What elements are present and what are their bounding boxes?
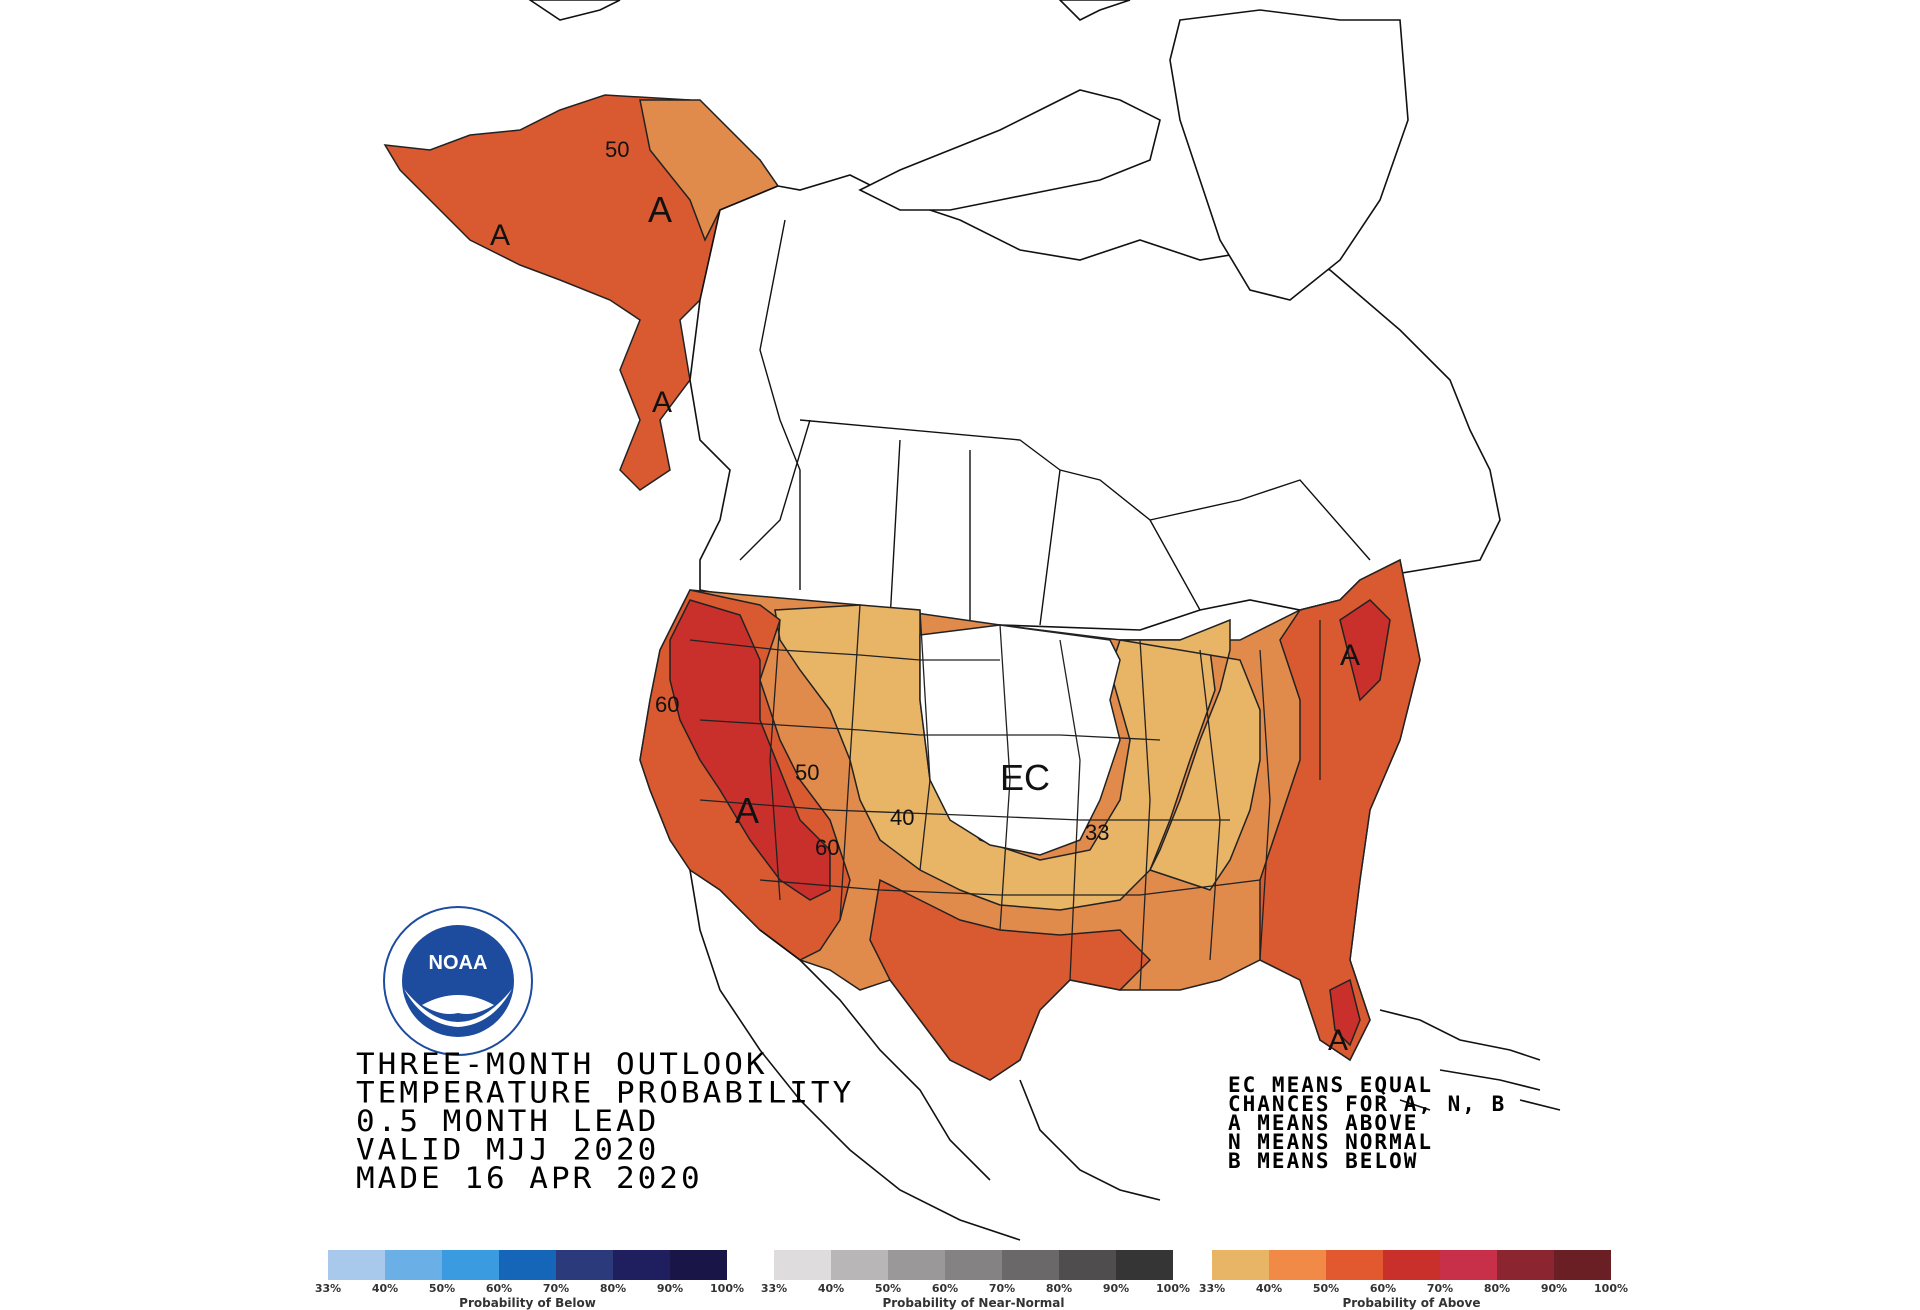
outlook-line-made: MADE 16 APR 2020 — [356, 1161, 703, 1196]
legend-swatch — [888, 1250, 945, 1280]
conus-region — [639, 558, 1421, 1081]
legend-title: Probability of Near-Normal — [882, 1296, 1065, 1310]
key-line-above: A MEANS ABOVE — [1228, 1111, 1419, 1135]
key-line-chances: CHANCES FOR A, N, B — [1228, 1092, 1507, 1116]
legend-tick-label: 60% — [485, 1282, 513, 1295]
legend-swatch — [442, 1250, 499, 1280]
legend-tick-label: 80% — [599, 1282, 627, 1295]
conus-above-60-ne — [1339, 599, 1391, 702]
legend-tick-label: 60% — [1369, 1282, 1397, 1295]
sw-contour-40: 40 — [890, 805, 914, 830]
alaska-sw-label-a: A — [490, 219, 510, 252]
alaska-above-50 — [383, 94, 780, 491]
outlook-map: A A 50 A 60 50 A 40 60 EC 33 A A — [383, 0, 1561, 1241]
se-alaska-label-a: A — [652, 386, 672, 419]
legend-swatch — [831, 1250, 888, 1280]
key-line-ec: EC MEANS EQUAL — [1228, 1073, 1434, 1097]
legend-swatch — [1554, 1250, 1611, 1280]
legend-color-bar — [1212, 1250, 1611, 1280]
legend-tick-label: 60% — [931, 1282, 959, 1295]
key-line-normal: N MEANS NORMAL — [1228, 1130, 1434, 1154]
legend-tick-label: 80% — [1045, 1282, 1073, 1295]
legend-tick-label: 33% — [1198, 1282, 1226, 1295]
legend-tick-label: 33% — [314, 1282, 342, 1295]
conus-above-60-west — [669, 599, 831, 901]
west-label-a: A — [735, 790, 759, 831]
conus-above-50-east — [1259, 558, 1421, 1062]
outlook-title-block: THREE-MONTH OUTLOOK TEMPERATURE PROBABILI… — [356, 1050, 854, 1193]
legend-tick-label: 90% — [656, 1282, 684, 1295]
sw-contour-60: 60 — [815, 835, 839, 860]
legend-swatch — [670, 1250, 727, 1280]
legend-title: Probability of Below — [459, 1296, 596, 1310]
map-labels: A A 50 A 60 50 A 40 60 EC 33 A A — [490, 137, 1360, 1057]
alaska-label-a: A — [648, 189, 672, 230]
ne-label-a: A — [1340, 639, 1360, 672]
legend-swatch — [1326, 1250, 1383, 1280]
legend-tick-label: 90% — [1540, 1282, 1568, 1295]
noaa-emblem-icon: NOAA — [383, 906, 533, 1056]
legend-tick-label: 40% — [1255, 1282, 1283, 1295]
legend-color-bar — [774, 1250, 1173, 1280]
central-contour-33: 33 — [1085, 820, 1109, 845]
legend-tick-label: 33% — [760, 1282, 788, 1295]
legend-tick-label: 100% — [710, 1282, 744, 1295]
legend-swatch — [1497, 1250, 1554, 1280]
canada-province-borders — [739, 219, 1371, 626]
west-contour-50: 50 — [795, 760, 819, 785]
legend-tick-label: 90% — [1102, 1282, 1130, 1295]
noaa-wordmark: NOAA — [429, 952, 488, 974]
legend-swatch — [328, 1250, 385, 1280]
legend-swatch — [1059, 1250, 1116, 1280]
legend-swatch — [1002, 1250, 1059, 1280]
canada-outline — [528, 0, 1501, 631]
key-line-below: B MEANS BELOW — [1228, 1149, 1419, 1173]
legend-tick-label: 70% — [542, 1282, 570, 1295]
legend-tick-labels: 33% 40% 50% 60% 70% 80% 90% 100% — [315, 1280, 744, 1296]
us-state-borders — [689, 604, 1321, 991]
legend-swatch — [499, 1250, 556, 1280]
legend-swatch — [1383, 1250, 1440, 1280]
outlook-line-valid: VALID MJJ 2020 — [356, 1132, 660, 1167]
legend-title: Probability of Above — [1342, 1296, 1481, 1310]
legend-tick-labels: 33% 40% 50% 60% 70% 80% 90% 100% — [761, 1280, 1190, 1296]
legend-above: 33% 40% 50% 60% 70% 80% 90% 100% Probability of … — [1199, 1250, 1628, 1310]
legend-tick-label: 40% — [817, 1282, 845, 1295]
west-contour-60: 60 — [655, 692, 679, 717]
legend-tick-label: 100% — [1594, 1282, 1628, 1295]
conus-above-60-fl — [1329, 978, 1361, 1047]
outlook-line-variable: TEMPERATURE PROBABILITY — [356, 1075, 855, 1110]
legend-swatch — [945, 1250, 1002, 1280]
legend-near-normal: 33% 40% 50% 60% 70% 80% 90% 100% Probability of … — [761, 1250, 1190, 1310]
legend-swatch — [385, 1250, 442, 1280]
legend-swatch — [556, 1250, 613, 1280]
legend-swatch — [613, 1250, 670, 1280]
legend-swatch — [774, 1250, 831, 1280]
fl-label-a: A — [1328, 1024, 1348, 1057]
outlook-line-lead: 0.5 MONTH LEAD — [356, 1104, 660, 1139]
legend-tick-label: 40% — [371, 1282, 399, 1295]
legend-tick-label: 70% — [988, 1282, 1016, 1295]
central-label-ec: EC — [1000, 757, 1050, 798]
legend-below: 33% 40% 50% 60% 70% 80% 90% 100% Probability of … — [315, 1250, 744, 1310]
legend-tick-label: 80% — [1483, 1282, 1511, 1295]
alaska-contour-50: 50 — [605, 137, 629, 162]
legend-swatch — [1212, 1250, 1269, 1280]
mexico-outline — [689, 869, 1561, 1241]
legend-swatch — [1116, 1250, 1173, 1280]
legend-tick-label: 50% — [1312, 1282, 1340, 1295]
legend-swatch — [1440, 1250, 1497, 1280]
outlook-line-title: THREE-MONTH OUTLOOK — [356, 1047, 768, 1082]
legend-tick-label: 50% — [428, 1282, 456, 1295]
legend-tick-label: 50% — [874, 1282, 902, 1295]
legend-tick-label: 70% — [1426, 1282, 1454, 1295]
legend-tick-labels: 33% 40% 50% 60% 70% 80% 90% 100% — [1199, 1280, 1628, 1296]
legend-swatch — [1269, 1250, 1326, 1280]
noaa-logo: NOAA — [382, 905, 534, 1057]
legend-tick-label: 100% — [1156, 1282, 1190, 1295]
conus-above-33-ne-band — [1119, 618, 1261, 891]
legend-color-bar — [328, 1250, 727, 1280]
